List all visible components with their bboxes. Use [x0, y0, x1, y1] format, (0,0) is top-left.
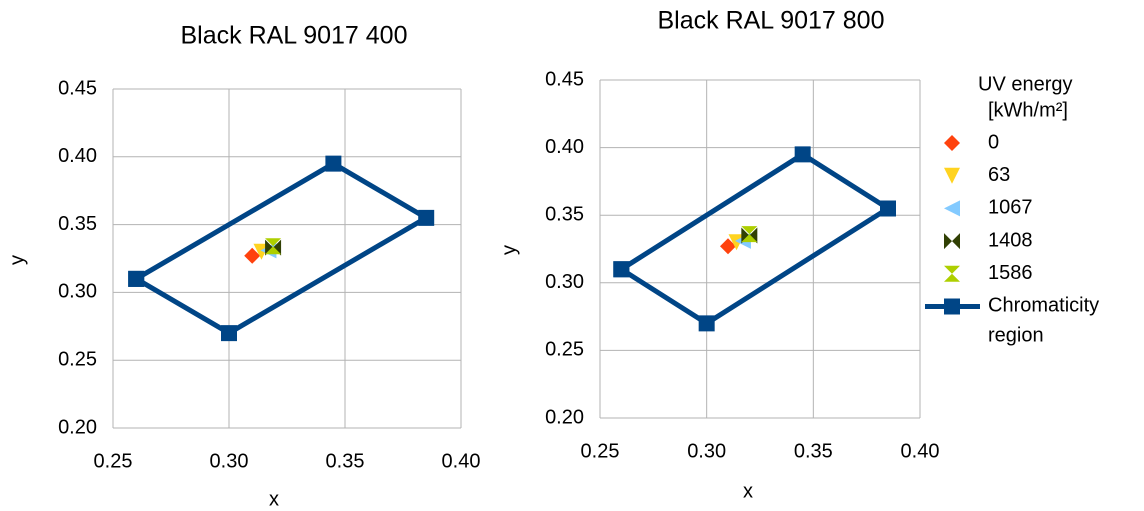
- y-tick-label: 0.45: [545, 68, 584, 90]
- legend-label: 1586: [988, 262, 1033, 284]
- y-axis-title: y: [6, 255, 28, 265]
- legend-title: UV energy: [978, 73, 1073, 95]
- series-line: [134, 160, 432, 336]
- x-tick-label: 0.40: [442, 450, 481, 472]
- data-point: [221, 325, 237, 342]
- legend-label: 1408: [988, 229, 1033, 251]
- x-tick-label: 0.30: [210, 450, 249, 472]
- y-tick-label: 0.20: [545, 406, 584, 428]
- data-point: [720, 238, 736, 255]
- legend-marker: [944, 265, 960, 282]
- x-tick-label: 0.35: [326, 450, 365, 472]
- chart-title: Black RAL 9017 400: [180, 22, 407, 50]
- legend-label: Chromaticity region: [988, 295, 1099, 347]
- x-tick-label: 0.25: [94, 450, 133, 472]
- legend-title: [kWh/m²]: [988, 99, 1068, 121]
- chart-title: Black RAL 9017 800: [657, 7, 884, 35]
- data-point: [698, 315, 715, 332]
- data-point: [613, 261, 630, 278]
- y-tick-label: 0.20: [58, 416, 97, 438]
- x-tick-label: 0.35: [794, 440, 833, 462]
- y-tick-label: 0.25: [545, 339, 584, 361]
- x-tick-label: 0.40: [901, 440, 940, 462]
- y-tick-label: 0.25: [58, 348, 97, 370]
- data-point: [418, 209, 435, 226]
- data-point: [244, 247, 261, 264]
- legend-label: 1067: [988, 197, 1033, 219]
- y-axis-title: y: [498, 245, 520, 255]
- legend-label: 0: [988, 131, 999, 153]
- legend-marker: [944, 200, 960, 217]
- legend-marker: [944, 167, 960, 184]
- y-tick-label: 0.40: [58, 145, 97, 167]
- legend-marker: [944, 298, 960, 315]
- legend-label: 63: [988, 164, 1010, 186]
- data-point: [128, 270, 145, 287]
- x-axis-title: x: [743, 480, 753, 502]
- x-tick-label: 0.30: [687, 440, 726, 462]
- data-point: [325, 155, 342, 172]
- y-tick-label: 0.30: [545, 271, 584, 293]
- y-tick-label: 0.40: [545, 136, 584, 158]
- legend-marker: [944, 135, 960, 151]
- x-tick-label: 0.25: [581, 440, 620, 462]
- y-tick-label: 0.35: [545, 203, 584, 225]
- data-point: [741, 226, 758, 243]
- data-point: [880, 200, 896, 217]
- x-axis-title: x: [269, 488, 279, 510]
- legend-marker: [944, 233, 960, 250]
- y-tick-label: 0.45: [58, 77, 97, 99]
- data-point: [794, 146, 811, 163]
- data-point: [265, 238, 282, 255]
- y-tick-label: 0.35: [58, 213, 97, 235]
- y-tick-label: 0.30: [58, 281, 97, 303]
